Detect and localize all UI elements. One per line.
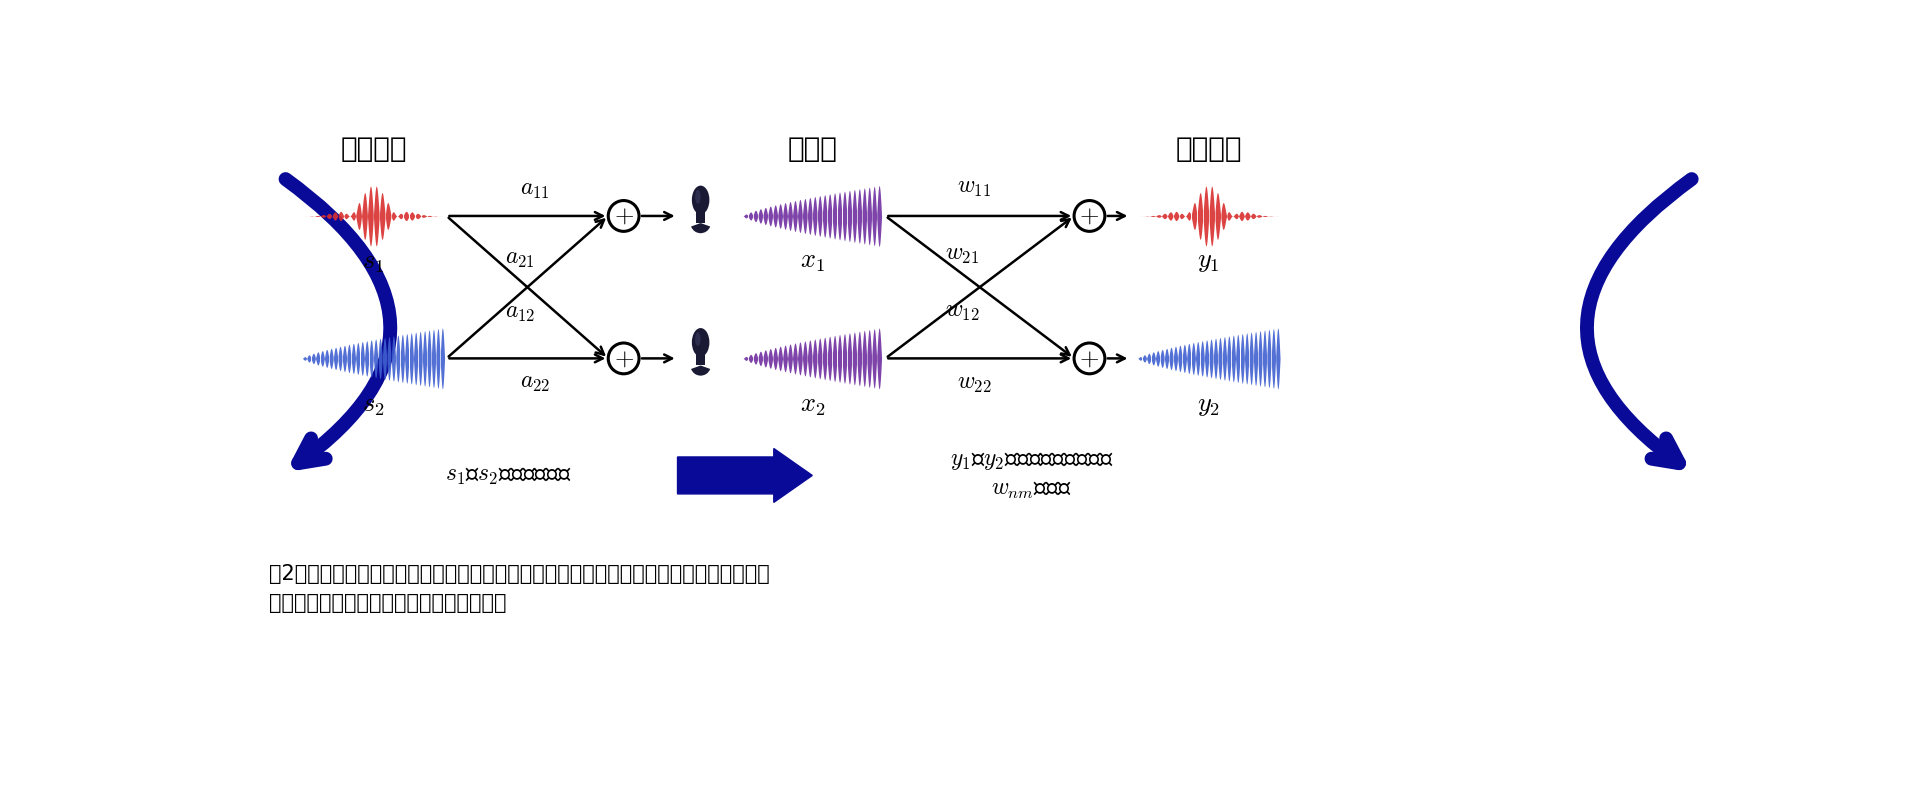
Wedge shape <box>692 223 711 233</box>
Text: $w_{21}$: $w_{21}$ <box>945 242 980 266</box>
Text: 混合音: 混合音 <box>788 135 837 163</box>
Text: $w_{22}$: $w_{22}$ <box>956 371 991 395</box>
Text: 音源信号: 音源信号 <box>340 135 406 163</box>
Text: $s_1$: $s_1$ <box>363 250 384 275</box>
Circle shape <box>1074 200 1105 231</box>
Wedge shape <box>692 365 711 376</box>
Text: $a_{11}$: $a_{11}$ <box>520 177 551 201</box>
Text: $w_{11}$: $w_{11}$ <box>956 175 991 200</box>
Circle shape <box>1074 343 1105 374</box>
Ellipse shape <box>696 190 701 204</box>
Text: $w_{nm}$を推定: $w_{nm}$を推定 <box>991 477 1072 502</box>
Text: $+$: $+$ <box>1080 204 1099 228</box>
Ellipse shape <box>692 328 709 357</box>
Text: $+$: $+$ <box>614 346 634 370</box>
Text: 図2　独立成分分析に基づく音源分離の考え方　　音源信号の独立性を利用し，分離信号: 図2 独立成分分析に基づく音源分離の考え方 音源信号の独立性を利用し，分離信号 <box>269 564 771 584</box>
Circle shape <box>609 343 639 374</box>
Text: $y_1$: $y_1$ <box>1198 248 1221 274</box>
Text: $a_{21}$: $a_{21}$ <box>504 246 535 270</box>
Text: $y_2$: $y_2$ <box>1198 391 1221 418</box>
Text: $s_2$: $s_2$ <box>361 391 384 418</box>
Ellipse shape <box>692 186 709 214</box>
Text: $s_1$と$s_2$が独立と仮定: $s_1$と$s_2$が独立と仮定 <box>444 464 572 488</box>
Ellipse shape <box>696 332 701 346</box>
Text: $a_{12}$: $a_{12}$ <box>504 300 535 324</box>
Text: が独立になるように分離行列を推定する．: が独立になるように分離行列を推定する． <box>269 593 506 613</box>
Text: $y_1$と$y_2$が独立になるように: $y_1$と$y_2$が独立になるように <box>951 448 1113 472</box>
FancyArrow shape <box>678 448 811 502</box>
Bar <box>696 351 705 365</box>
Text: $w_{12}$: $w_{12}$ <box>945 299 980 323</box>
Circle shape <box>609 200 639 231</box>
Text: $x_2$: $x_2$ <box>800 391 825 418</box>
Text: $+$: $+$ <box>1080 346 1099 370</box>
Text: $a_{22}$: $a_{22}$ <box>520 369 551 394</box>
Text: $+$: $+$ <box>614 204 634 228</box>
Text: $x_1$: $x_1$ <box>800 248 825 274</box>
Bar <box>696 208 705 223</box>
Text: 分離信号: 分離信号 <box>1175 135 1242 163</box>
